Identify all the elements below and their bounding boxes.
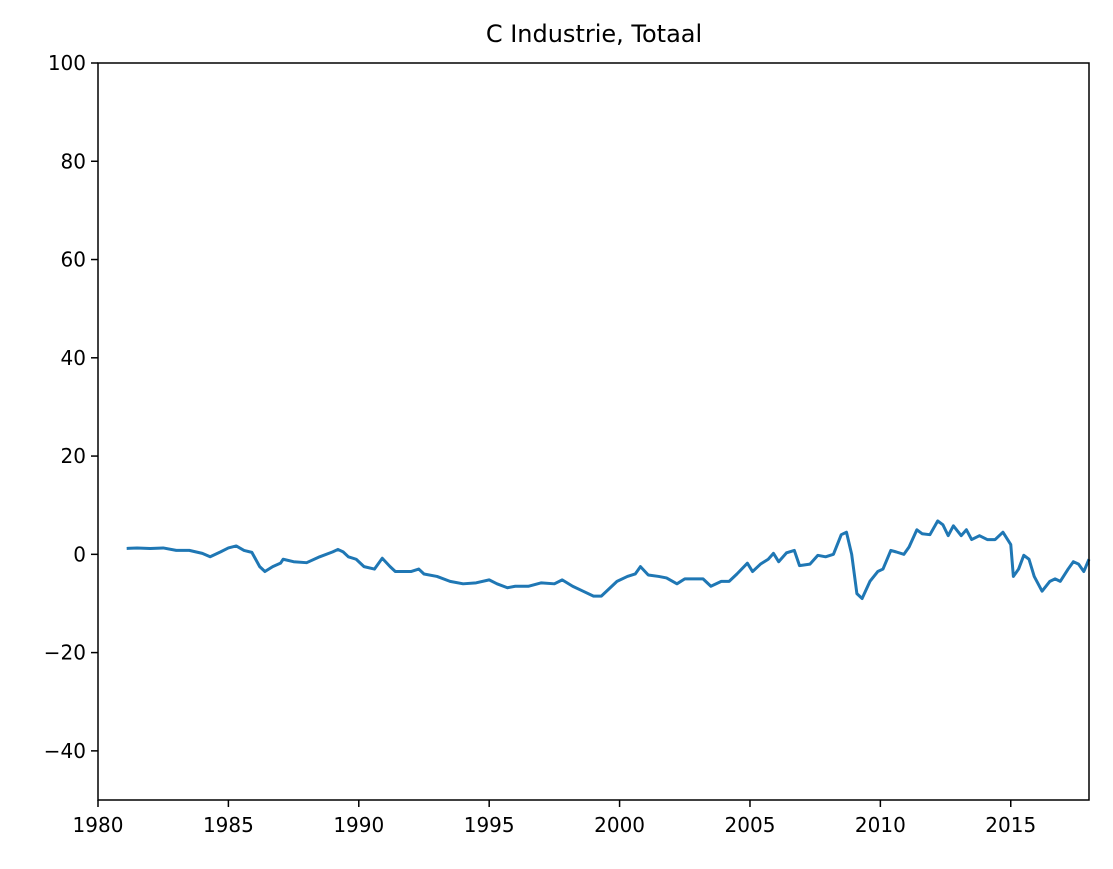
y-tick-label: 80 bbox=[61, 149, 86, 173]
plot-frame bbox=[97, 62, 1090, 801]
y-tick-label: 40 bbox=[61, 346, 86, 370]
data-line bbox=[126, 519, 1091, 601]
x-tick-label: 2005 bbox=[725, 813, 776, 837]
x-tick-label: 1980 bbox=[73, 813, 124, 837]
y-tick-label: −40 bbox=[44, 739, 86, 763]
y-tick-label: 60 bbox=[61, 248, 86, 272]
x-tick-label: 1995 bbox=[464, 813, 515, 837]
chart-title: C Industrie, Totaal bbox=[486, 20, 702, 48]
y-tick-label: 100 bbox=[48, 51, 86, 75]
y-tick-label: −20 bbox=[44, 641, 86, 665]
x-tick-label: 2010 bbox=[855, 813, 906, 837]
y-tick-label: 20 bbox=[61, 444, 86, 468]
x-tick-label: 2000 bbox=[594, 813, 645, 837]
x-tick-label: 1990 bbox=[333, 813, 384, 837]
y-tick-label: 0 bbox=[73, 542, 86, 566]
x-tick-label: 1985 bbox=[203, 813, 254, 837]
x-tick-label: 2015 bbox=[985, 813, 1036, 837]
